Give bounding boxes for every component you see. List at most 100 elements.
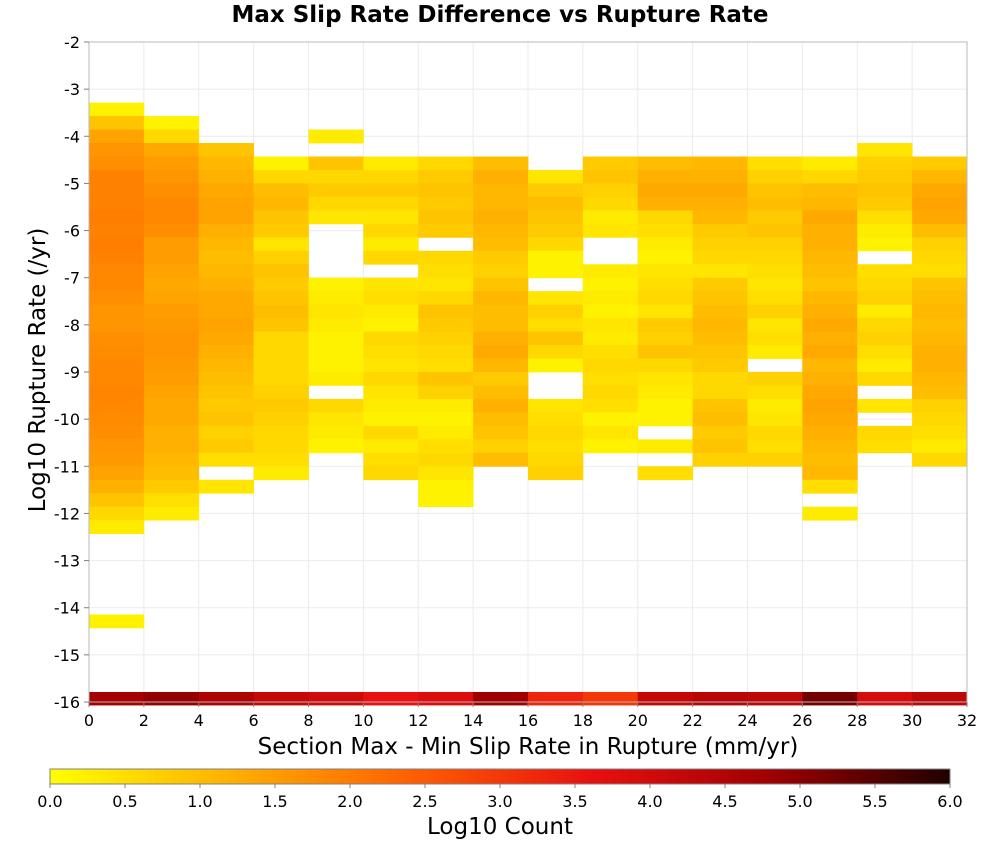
heatmap-cell [747,237,803,252]
heatmap-cell [473,372,529,386]
heatmap-cell [418,691,474,706]
chart-title: Max Slip Rate Difference vs Rupture Rate [231,2,769,28]
heatmap-cell [363,169,419,184]
y-tick-label: -12 [54,504,80,523]
heatmap-cell [143,506,200,521]
heatmap-cell [692,318,748,333]
heatmap-cell [253,196,309,211]
heatmap-cell [747,223,803,238]
heatmap-cell [857,691,913,706]
heatmap-cell [912,277,968,292]
heatmap-cell [637,223,694,238]
heatmap-cell [308,291,364,306]
heatmap-cell [89,412,145,427]
y-tick-label: -7 [64,269,80,288]
heatmap-cell [637,264,694,279]
heatmap-cell [912,385,968,400]
heatmap-cell [857,291,913,306]
heatmap-cell [198,318,255,332]
heatmap-cell [89,318,145,332]
heatmap-cell [253,304,309,319]
heatmap-cell [692,264,748,279]
heatmap-cell [253,358,309,373]
heatmap-cell [363,183,419,198]
heatmap-cell [89,196,145,211]
heatmap-cell [528,425,584,440]
heatmap-cell [198,196,255,211]
heatmap-cell [418,412,474,427]
heatmap-cell [857,143,913,157]
heatmap-cell [857,331,913,346]
heatmap-cell [143,466,200,481]
x-tick-label: 0 [84,711,94,730]
heatmap-cell [308,398,364,413]
heatmap-cell [857,371,913,386]
heatmap-cell [89,398,145,413]
heatmap-cell [143,196,200,211]
heatmap-cell [253,169,309,184]
heatmap-cell [363,291,419,306]
heatmap-cell [308,277,364,292]
heatmap-cell [528,291,584,306]
colorbar-tick-label: 3.0 [487,792,512,811]
heatmap-cell [89,129,145,144]
heatmap-cell [692,223,748,238]
heatmap-cell [912,425,968,440]
heatmap-cell [582,210,639,225]
heatmap-cell [747,412,803,427]
heatmap-cell [857,304,913,319]
heatmap-cell [857,358,913,373]
heatmap-cell [802,210,858,225]
heatmap-cell [857,223,913,238]
heatmap-cell [253,250,309,265]
heatmap-cell [418,372,474,386]
heatmap-cell [253,156,309,171]
heatmap-cell [802,264,858,279]
colorbar [49,768,951,785]
colorbar-tick-label: 3.5 [562,792,587,811]
heatmap-cell [802,169,858,184]
heatmap-cell [363,425,419,440]
heatmap-cell [418,479,474,494]
heatmap-cell [418,318,474,333]
heatmap-cell [363,372,419,386]
heatmap-cell [418,385,474,400]
heatmap-cell [473,277,529,292]
x-tick-label: 8 [303,711,313,730]
heatmap-cell [198,439,255,454]
heatmap-cell [89,264,145,279]
heatmap-cell [89,358,145,373]
heatmap-cell [143,304,200,319]
heatmap-cell [253,372,309,386]
y-tick-label: -4 [64,127,80,146]
y-tick-label: -16 [54,693,80,712]
heatmap-cell [89,425,145,440]
colorbar-tick-label: 2.0 [337,792,362,811]
heatmap-cell [802,183,858,198]
heatmap-cell [692,304,748,319]
heatmap-cell [637,412,694,427]
heatmap-cell [747,452,803,467]
x-tick-label: 24 [737,711,757,730]
heatmap-cell [802,358,858,373]
heatmap-cell [143,250,200,265]
y-axis-ticks: -2 -3 -4 -5 -6 -7 -8 -9 -10 -11 -12 -13 -14 -15 -16 [54,33,89,712]
heatmap-cell [308,412,364,427]
heatmap-cell [308,169,364,184]
heatmap-cell [802,479,858,494]
heatmap-cell [143,345,200,359]
heatmap-cell [89,506,145,521]
heatmap-cell [692,439,748,454]
heatmap-cell [637,318,694,333]
heatmap-cell [912,691,968,706]
heatmap-cell [692,345,748,359]
heatmap-cell [857,169,913,184]
heatmap-cell [198,237,255,252]
x-tick-label: 18 [573,711,593,730]
heatmap-cell [143,116,200,130]
heatmap-cell [528,466,584,481]
heatmap-cell [747,345,803,359]
heatmap-cell [418,425,474,440]
heatmap-cell [912,331,968,346]
